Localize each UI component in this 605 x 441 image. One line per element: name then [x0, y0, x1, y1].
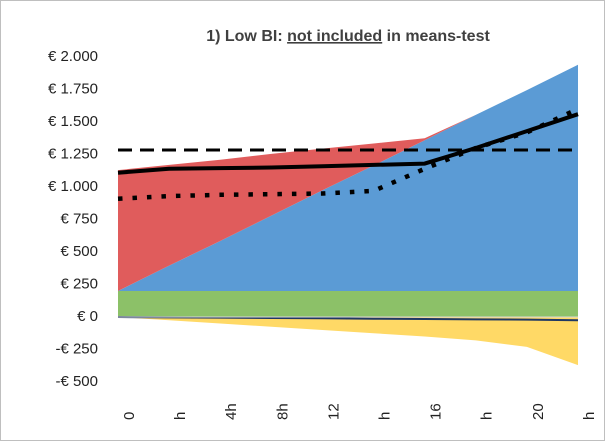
x-tick-label: h: [172, 412, 189, 420]
x-tick-label: 0: [121, 412, 138, 420]
x-tick-label: h: [377, 412, 394, 420]
y-tick-label: € 1.250: [48, 145, 98, 162]
line: [117, 316, 579, 322]
x-tick-label: 8h: [274, 403, 291, 420]
area: [118, 64, 578, 291]
y-tick-label: -€ 500: [55, 373, 98, 390]
x-tick-label: 4h: [223, 403, 240, 420]
y-tick-label: € 0: [77, 308, 98, 325]
x-tick-label: h: [581, 412, 598, 420]
area: [118, 291, 578, 317]
chart-title: 1) Low BI: not included in means-test: [206, 28, 490, 45]
y-tick-label: € 250: [60, 275, 98, 292]
y-tick-label: € 1.750: [48, 80, 98, 97]
title-part: 1) Low BI:: [206, 28, 287, 45]
y-tick-label: € 500: [60, 243, 98, 260]
area: [118, 317, 578, 366]
x-tick-label: 16: [428, 403, 445, 420]
x-tick-label: 20: [530, 403, 547, 420]
x-tick-label: 12: [325, 403, 342, 420]
y-tick-label: -€ 250: [55, 340, 98, 357]
y-tick-label: € 750: [60, 210, 98, 227]
title-part: in means-test: [382, 28, 490, 45]
y-tick-label: € 2.000: [48, 48, 98, 65]
area: [118, 64, 578, 291]
x-tick-label: h: [479, 412, 496, 420]
y-tick-label: € 1.000: [48, 178, 98, 195]
line: [117, 112, 579, 175]
title-part: not included: [287, 28, 382, 45]
y-tick-label: € 1.500: [48, 113, 98, 130]
